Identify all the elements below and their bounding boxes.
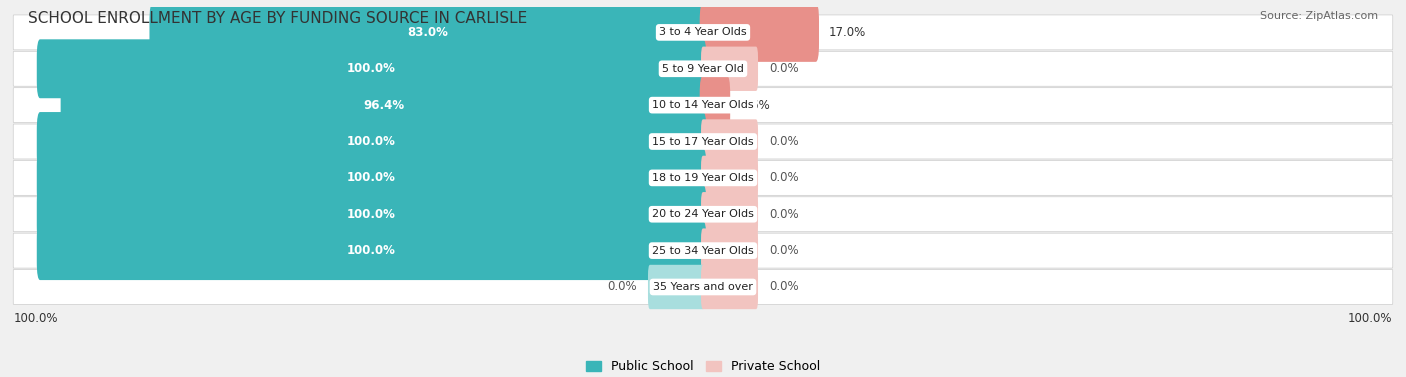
FancyBboxPatch shape (37, 39, 706, 98)
Text: 20 to 24 Year Olds: 20 to 24 Year Olds (652, 209, 754, 219)
FancyBboxPatch shape (37, 112, 706, 171)
Text: 0.0%: 0.0% (769, 280, 799, 293)
FancyBboxPatch shape (700, 76, 730, 135)
FancyBboxPatch shape (13, 51, 1393, 86)
FancyBboxPatch shape (13, 270, 1393, 305)
Text: 18 to 19 Year Olds: 18 to 19 Year Olds (652, 173, 754, 183)
Text: 5 to 9 Year Old: 5 to 9 Year Old (662, 64, 744, 74)
FancyBboxPatch shape (37, 149, 706, 207)
Text: 0.0%: 0.0% (769, 244, 799, 257)
Text: 100.0%: 100.0% (14, 313, 58, 325)
FancyBboxPatch shape (13, 161, 1393, 195)
FancyBboxPatch shape (13, 124, 1393, 159)
FancyBboxPatch shape (37, 185, 706, 244)
Text: 3 to 4 Year Olds: 3 to 4 Year Olds (659, 28, 747, 37)
Text: 10 to 14 Year Olds: 10 to 14 Year Olds (652, 100, 754, 110)
Text: 15 to 17 Year Olds: 15 to 17 Year Olds (652, 136, 754, 147)
Text: 100.0%: 100.0% (1348, 313, 1392, 325)
Text: 96.4%: 96.4% (363, 99, 404, 112)
FancyBboxPatch shape (700, 3, 820, 62)
Text: 100.0%: 100.0% (347, 208, 396, 221)
FancyBboxPatch shape (702, 120, 758, 164)
Text: 0.0%: 0.0% (769, 208, 799, 221)
FancyBboxPatch shape (37, 221, 706, 280)
Text: 25 to 34 Year Olds: 25 to 34 Year Olds (652, 245, 754, 256)
Text: 83.0%: 83.0% (408, 26, 449, 39)
Text: 0.0%: 0.0% (607, 280, 637, 293)
Text: 100.0%: 100.0% (347, 244, 396, 257)
Text: 100.0%: 100.0% (347, 172, 396, 184)
Text: 100.0%: 100.0% (347, 135, 396, 148)
FancyBboxPatch shape (13, 15, 1393, 50)
FancyBboxPatch shape (702, 156, 758, 200)
FancyBboxPatch shape (60, 76, 706, 135)
Text: 35 Years and over: 35 Years and over (652, 282, 754, 292)
Text: 0.0%: 0.0% (769, 135, 799, 148)
FancyBboxPatch shape (702, 265, 758, 309)
Text: 0.0%: 0.0% (769, 62, 799, 75)
Text: Source: ZipAtlas.com: Source: ZipAtlas.com (1260, 11, 1378, 21)
FancyBboxPatch shape (149, 3, 706, 62)
FancyBboxPatch shape (702, 192, 758, 236)
Text: 17.0%: 17.0% (830, 26, 866, 39)
FancyBboxPatch shape (13, 233, 1393, 268)
FancyBboxPatch shape (702, 47, 758, 91)
FancyBboxPatch shape (648, 265, 704, 309)
Legend: Public School, Private School: Public School, Private School (586, 360, 820, 373)
FancyBboxPatch shape (702, 228, 758, 273)
Text: SCHOOL ENROLLMENT BY AGE BY FUNDING SOURCE IN CARLISLE: SCHOOL ENROLLMENT BY AGE BY FUNDING SOUR… (28, 11, 527, 26)
FancyBboxPatch shape (13, 197, 1393, 232)
Text: 3.6%: 3.6% (740, 99, 770, 112)
Text: 0.0%: 0.0% (769, 172, 799, 184)
Text: 100.0%: 100.0% (347, 62, 396, 75)
FancyBboxPatch shape (13, 88, 1393, 123)
